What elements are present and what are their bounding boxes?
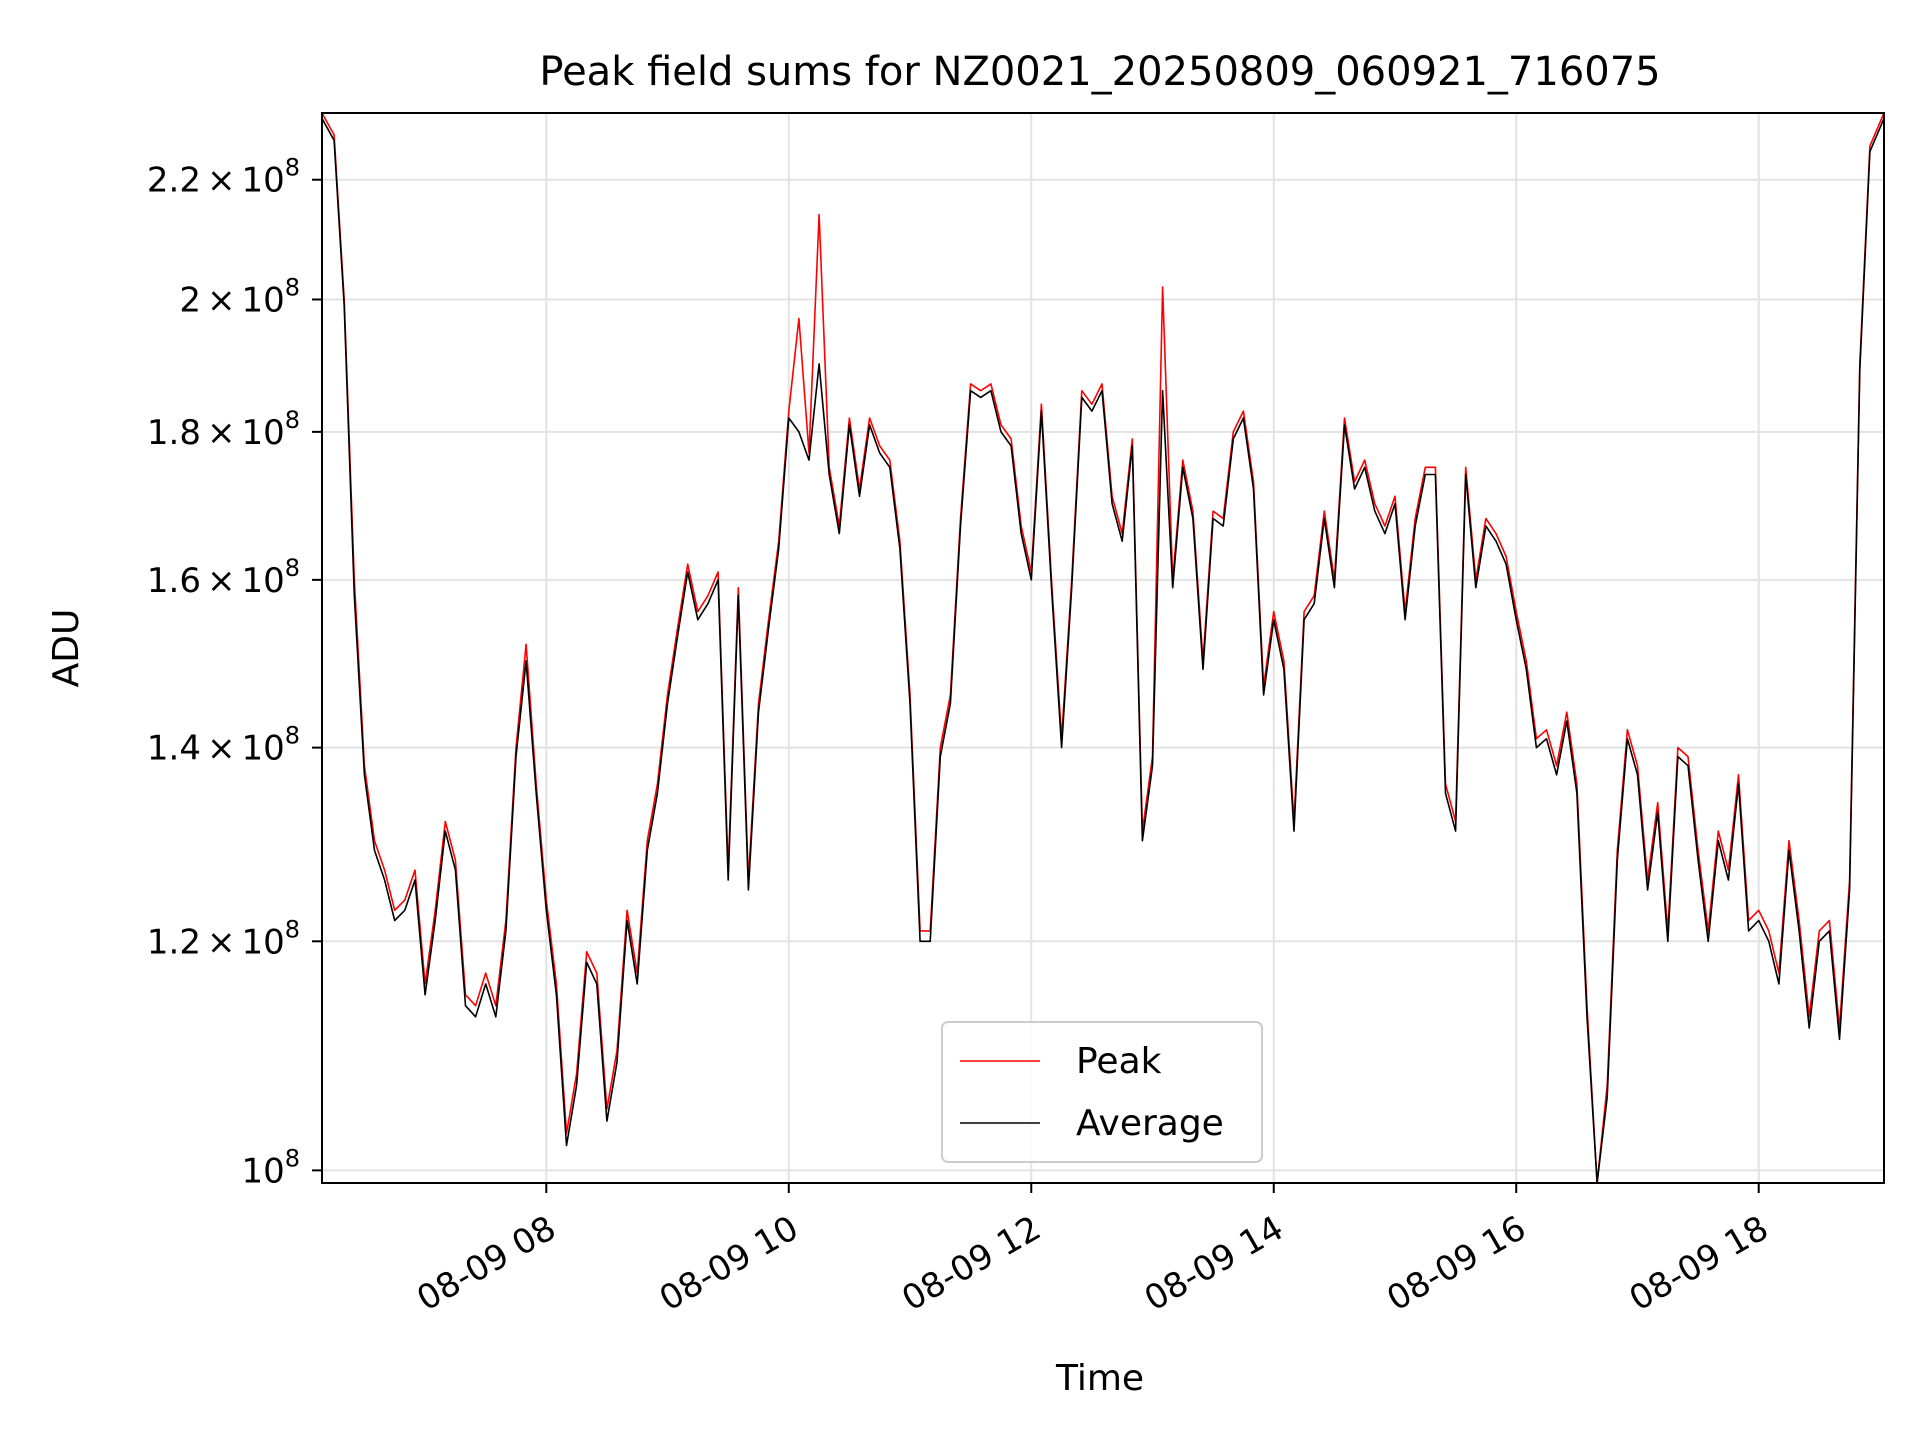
legend-box [941, 1021, 1263, 1163]
legend-label-peak: Peak [1076, 1041, 1162, 1082]
x-tick-label: 08-09 12 [895, 1208, 1047, 1319]
plot-frame [321, 112, 1885, 1184]
x-tick-label: 08-09 08 [410, 1208, 562, 1319]
series-lines [321, 112, 1885, 1184]
x-axis-label: Time [1055, 1358, 1144, 1399]
y-axis: 108 1.2 × 108 1.4 × 108 1.6 × 108 1.8 × 108 2 × 108 2.2 ×… [147, 154, 322, 1191]
x-tick-label: 08-09 18 [1623, 1208, 1775, 1319]
y-tick-label: 2 × 108 [179, 273, 300, 320]
x-axis: 08-09 08 08-09 10 08-09 12 08-09 14 08-09 16… [410, 1183, 1775, 1319]
y-tick-label: 1.6 × 108 [147, 554, 300, 601]
x-tick-label: 08-09 14 [1138, 1208, 1290, 1319]
y-tick-label: 1.2 × 108 [147, 915, 300, 962]
legend-label-average: Average [1076, 1103, 1224, 1144]
series-line-average [321, 118, 1885, 1184]
legend: Peak Average [941, 1021, 1263, 1163]
y-tick-label: 1.4 × 108 [147, 722, 300, 769]
x-tick-label: 08-09 16 [1380, 1208, 1532, 1319]
grid-lines [322, 113, 1884, 1183]
y-axis-label: ADU [46, 609, 87, 688]
y-tick-label: 108 [241, 1144, 300, 1191]
y-tick-label: 2.2 × 108 [147, 154, 300, 201]
chart-title: Peak field sums for NZ0021_20250809_0609… [539, 49, 1660, 95]
x-tick-label: 08-09 10 [653, 1208, 805, 1319]
y-tick-label: 1.8 × 108 [147, 406, 300, 453]
